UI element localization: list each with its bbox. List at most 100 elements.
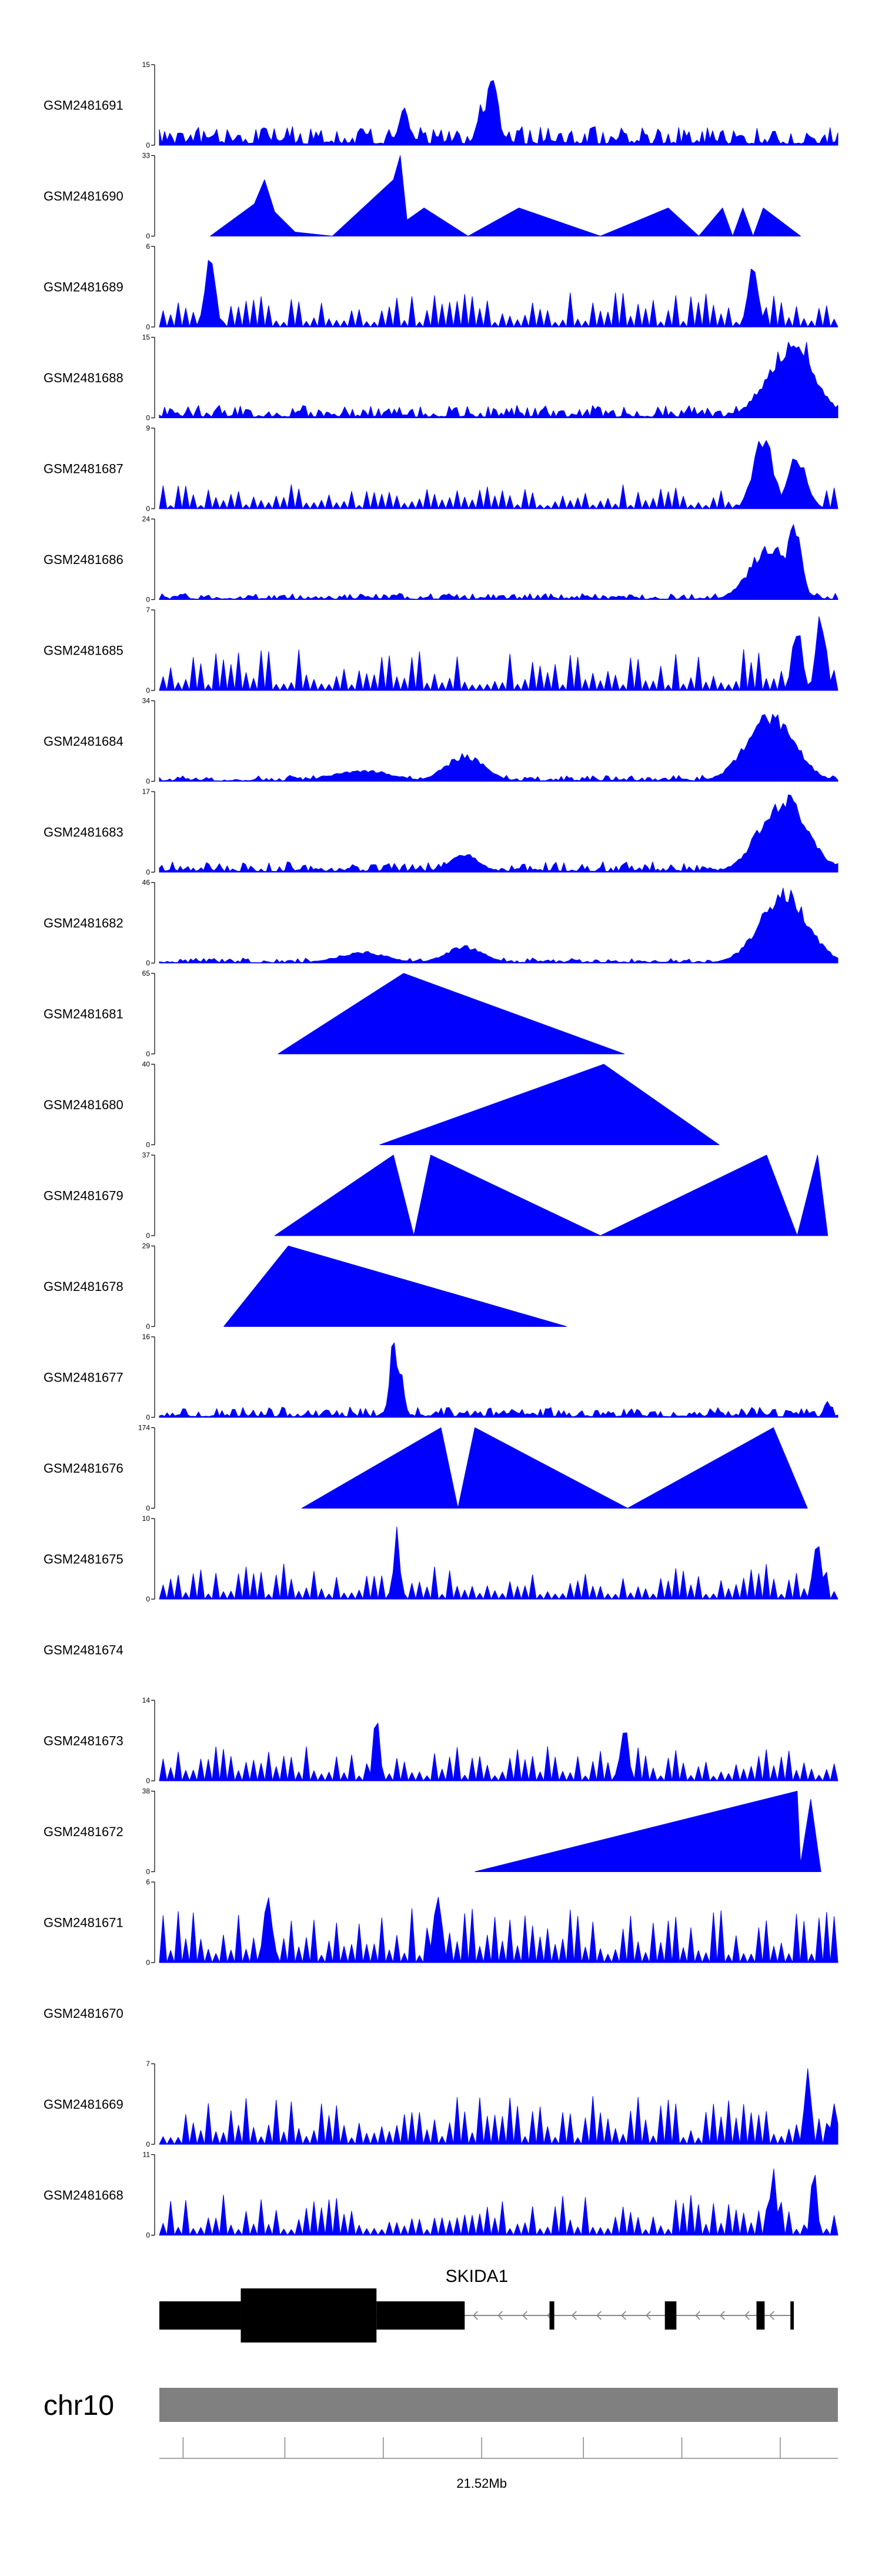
y-tick-max: 65: [142, 969, 151, 977]
y-tick-max: 29: [142, 1242, 151, 1250]
track-GSM2481672: GSM2481672 38 0: [44, 1787, 821, 1876]
track-label: GSM2481680: [44, 1097, 123, 1112]
y-tick-max: 46: [142, 879, 151, 887]
track-GSM2481685: GSM2481685 7 0: [44, 606, 838, 695]
track-label: GSM2481682: [44, 916, 123, 930]
genome-axis-track: chr10 21.52Mb: [44, 2388, 838, 2491]
track-GSM2481671: GSM2481671 6 0: [44, 1878, 838, 1967]
y-axis: [151, 791, 155, 873]
y-tick-min: 0: [146, 2140, 150, 2148]
signal-area: [159, 616, 838, 691]
signal-area: [379, 1064, 720, 1145]
track-GSM2481681: GSM2481681 65 0: [44, 969, 624, 1058]
y-axis: [151, 1700, 155, 1781]
signal-area: [159, 2168, 838, 2235]
signal-area: [159, 524, 838, 600]
track-GSM2481678: GSM2481678 29 0: [44, 1242, 567, 1331]
y-axis: [151, 155, 155, 237]
y-axis: [151, 428, 155, 509]
track-GSM2481677: GSM2481677 16 0: [44, 1333, 838, 1422]
track-GSM2481669: GSM2481669 7 0: [44, 2060, 838, 2148]
signal-area: [159, 260, 838, 328]
y-tick-max: 11: [143, 2151, 151, 2159]
gene-model-track: SKIDA1: [159, 2267, 794, 2343]
track-label: GSM2481668: [44, 2188, 123, 2203]
y-tick-min: 0: [146, 1958, 150, 1967]
chromosome-label: chr10: [44, 2390, 114, 2421]
track-GSM2481676: GSM2481676 174 0: [44, 1424, 808, 1513]
y-tick-min: 0: [146, 1777, 150, 1785]
y-axis: [151, 64, 155, 146]
signal-area: [159, 713, 838, 782]
track-label: GSM2481689: [44, 280, 123, 295]
track-label: GSM2481669: [44, 2097, 123, 2112]
strand-arrow: [473, 2311, 478, 2320]
y-tick-min: 0: [146, 141, 150, 149]
y-tick-max: 14: [142, 1696, 151, 1704]
signal-area: [159, 80, 838, 146]
y-tick-min: 0: [146, 1323, 150, 1331]
strand-arrow: [522, 2311, 527, 2320]
strand-arrow: [572, 2311, 577, 2320]
signal-area: [159, 887, 838, 963]
y-tick-min: 0: [146, 1413, 150, 1422]
track-label: GSM2481679: [44, 1189, 123, 1203]
y-axis: [151, 518, 155, 600]
strand-arrow: [769, 2311, 774, 2320]
gene-exon: [756, 2301, 765, 2330]
track-label: GSM2481684: [44, 734, 123, 749]
track-GSM2481690: GSM2481690 33 0: [44, 152, 801, 241]
y-axis: [151, 1245, 155, 1327]
signal-area: [159, 440, 838, 509]
signal-area: [301, 1427, 808, 1509]
gene-exon: [159, 2301, 241, 2330]
track-label: GSM2481672: [44, 1824, 123, 1839]
y-tick-max: 24: [142, 515, 151, 523]
chromosome-bar: [159, 2388, 838, 2422]
y-axis: [151, 1427, 155, 1509]
track-GSM2481674: GSM2481674: [44, 1643, 123, 1657]
y-tick-max: 40: [142, 1060, 151, 1069]
y-axis: [151, 1790, 155, 1873]
track-GSM2481670: GSM2481670: [44, 2006, 123, 2021]
strand-arrow: [646, 2311, 651, 2320]
y-tick-min: 0: [146, 959, 150, 967]
track-GSM2481686: GSM2481686 24 0: [44, 515, 838, 604]
signal-area: [159, 1897, 838, 1963]
y-tick-min: 0: [146, 1504, 150, 1513]
strand-arrow: [744, 2311, 750, 2320]
track-GSM2481683: GSM2481683 17 0: [44, 788, 838, 876]
signal-area: [159, 2068, 838, 2145]
track-label: GSM2481681: [44, 1007, 123, 1022]
track-GSM2481689: GSM2481689 6 0: [44, 242, 838, 331]
y-axis: [151, 973, 155, 1055]
y-tick-max: 7: [146, 2060, 150, 2068]
gene-exon: [376, 2301, 465, 2330]
signal-area: [475, 1791, 821, 1872]
y-tick-max: 6: [146, 242, 150, 251]
track-label: GSM2481687: [44, 462, 123, 476]
axis-tick-label: 21.52Mb: [456, 2476, 507, 2491]
y-tick-min: 0: [146, 778, 150, 786]
track-GSM2481680: GSM2481680 40 0: [44, 1060, 720, 1149]
y-tick-min: 0: [146, 1050, 150, 1058]
signal-area: [274, 1154, 828, 1236]
track-label: GSM2481674: [44, 1643, 123, 1657]
strand-arrow: [596, 2311, 602, 2320]
y-tick-max: 38: [142, 1787, 151, 1796]
y-tick-max: 15: [142, 333, 151, 342]
track-label: GSM2481690: [44, 189, 123, 203]
y-tick-max: 17: [142, 788, 151, 796]
track-label: GSM2481691: [44, 98, 123, 113]
track-GSM2481679: GSM2481679 37 0: [44, 1151, 828, 1240]
y-axis: [151, 2154, 155, 2236]
track-label: GSM2481677: [44, 1370, 123, 1385]
y-axis: [151, 1336, 155, 1418]
y-axis: [151, 700, 155, 782]
gene-exon: [664, 2301, 677, 2330]
track-label: GSM2481671: [44, 1916, 123, 1930]
y-tick-max: 33: [142, 152, 151, 160]
track-label: GSM2481678: [44, 1279, 123, 1294]
y-axis: [151, 246, 155, 328]
